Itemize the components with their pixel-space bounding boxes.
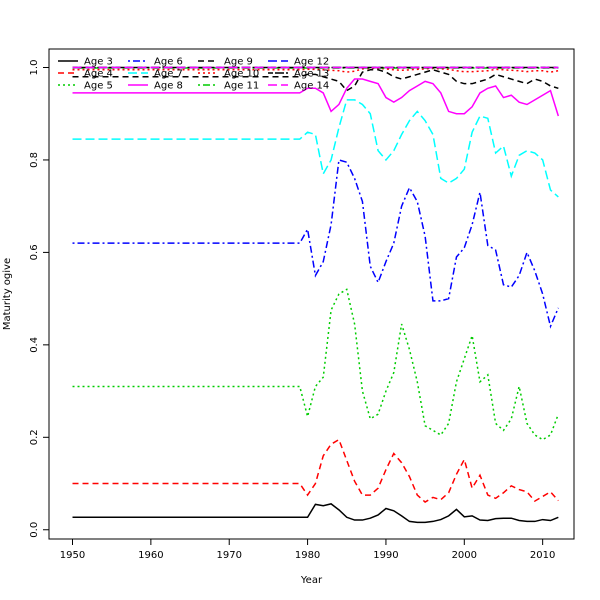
y-axis: 0.0 0.2 0.4 0.6 0.8 1.0 xyxy=(29,60,50,538)
series-layer xyxy=(72,66,560,524)
series-line-age-8 xyxy=(72,78,560,117)
legend-label-age-4: Age 4 xyxy=(84,69,113,80)
y-tick-label: 0.2 xyxy=(29,429,40,445)
series-line-age-4 xyxy=(72,438,559,503)
legend-label-age-13: Age 13 xyxy=(294,69,329,80)
series-line-age-5 xyxy=(72,288,560,441)
y-tick-label: 0.6 xyxy=(29,244,40,260)
y-tick-label: 0.4 xyxy=(29,337,40,353)
legend-label-age-3: Age 3 xyxy=(84,57,113,68)
series-line-age-7 xyxy=(72,99,559,198)
x-tick-label: 1960 xyxy=(138,550,163,561)
series-line-age-6 xyxy=(72,158,560,329)
legend-label-age-5: Age 5 xyxy=(84,81,113,92)
x-tick-label: 1950 xyxy=(60,550,85,561)
legend-label-age-7: Age 7 xyxy=(154,69,183,80)
legend-label-age-12: Age 12 xyxy=(294,57,329,68)
y-axis-label: Maturity ogive xyxy=(2,258,13,330)
legend-label-age-11: Age 11 xyxy=(224,81,259,92)
legend-label-age-10: Age 10 xyxy=(224,69,259,80)
y-tick-label: 0.0 xyxy=(29,522,40,538)
x-tick-label: 1980 xyxy=(295,550,320,561)
legend-label-age-9: Age 9 xyxy=(224,57,253,68)
y-tick-label: 0.8 xyxy=(29,152,40,168)
series-line-age-9 xyxy=(72,69,559,92)
legend-label-age-8: Age 8 xyxy=(154,81,183,92)
x-axis: 1950 1960 1970 1980 1990 2000 2010 xyxy=(60,538,555,561)
x-tick-label: 2010 xyxy=(530,550,555,561)
legend-label-age-6: Age 6 xyxy=(154,57,183,68)
legend-label-age-14: Age 14 xyxy=(294,81,329,92)
x-axis-label: Year xyxy=(300,575,323,586)
x-tick-label: 2000 xyxy=(452,550,477,561)
y-tick-label: 1.0 xyxy=(29,60,40,76)
x-tick-label: 1970 xyxy=(216,550,241,561)
series-line-age-3 xyxy=(72,503,559,524)
x-tick-label: 1990 xyxy=(373,550,398,561)
